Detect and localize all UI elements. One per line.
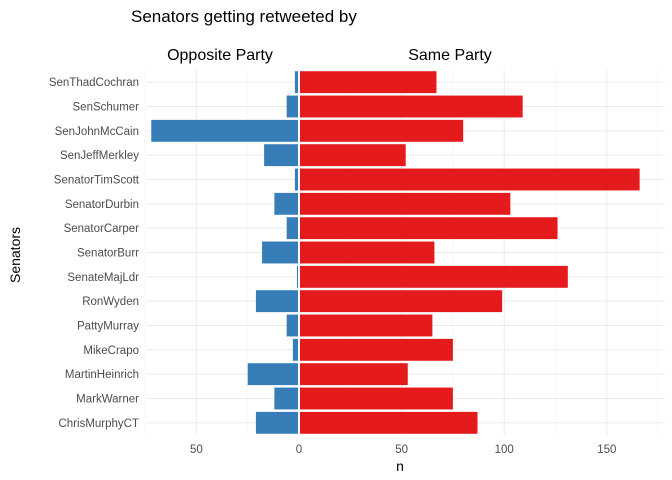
bar-same-party	[299, 192, 511, 215]
bar-same-party	[299, 290, 503, 313]
bar-opposite-party	[255, 411, 299, 434]
x-tick-label: 50	[395, 444, 408, 456]
bar-opposite-party	[286, 217, 299, 240]
y-tick-label: SenateMajLdr	[67, 272, 139, 284]
bar-same-party	[299, 119, 464, 142]
y-tick-label: PattyMurray	[77, 321, 139, 333]
x-tick-label: 0	[296, 444, 302, 456]
y-tick-label: SenThadCochran	[49, 77, 139, 89]
x-tick-label: 100	[495, 444, 514, 456]
bar-same-party	[299, 71, 437, 94]
y-tick-label: MikeCrapo	[83, 345, 139, 357]
bar-opposite-party	[296, 265, 299, 288]
legend-label-same: Same Party	[408, 47, 492, 64]
bar-same-party	[299, 241, 435, 264]
chart-title: Senators getting retweeted by	[131, 7, 357, 26]
bar-opposite-party	[286, 314, 299, 337]
bar-opposite-party	[286, 95, 299, 118]
bars	[151, 71, 640, 434]
bar-same-party	[299, 314, 433, 337]
y-tick-label: SenatorTimScott	[54, 175, 140, 187]
y-axis-label: Senators	[7, 227, 23, 283]
x-axis-label: n	[396, 458, 404, 474]
bar-same-party	[299, 338, 453, 361]
x-tick-labels: 50 0 50 100 150	[190, 444, 616, 456]
y-tick-labels: SenThadCochran SenSchumer SenJohnMcCain Sen…	[49, 77, 140, 430]
bar-opposite-party	[247, 363, 299, 386]
y-tick-label: SenatorCarper	[64, 223, 140, 235]
y-tick-label: SenatorDurbin	[65, 199, 139, 211]
y-tick-label: SenatorBurr	[77, 248, 139, 260]
y-tick-label: SenSchumer	[73, 102, 140, 114]
bar-same-party	[299, 217, 558, 240]
bar-opposite-party	[151, 119, 299, 142]
bar-opposite-party	[274, 192, 299, 215]
legend-label-opposite: Opposite Party	[167, 47, 273, 64]
bar-opposite-party	[274, 387, 299, 410]
bar-same-party	[299, 411, 478, 434]
bar-opposite-party	[294, 168, 299, 191]
bar-opposite-party	[264, 144, 299, 167]
x-tick-label: 50	[190, 444, 203, 456]
y-tick-label: MarkWarner	[76, 394, 139, 406]
x-tick-label: 150	[597, 444, 616, 456]
bar-same-party	[299, 144, 406, 167]
bar-same-party	[299, 95, 523, 118]
bar-same-party	[299, 168, 640, 191]
y-tick-label: RonWyden	[82, 296, 139, 308]
bar-opposite-party	[294, 71, 299, 94]
bar-opposite-party	[262, 241, 299, 264]
bar-same-party	[299, 265, 568, 288]
y-tick-label: ChrisMurphyCT	[58, 418, 139, 430]
bar-opposite-party	[255, 290, 299, 313]
y-tick-label: SenJeffMerkley	[60, 150, 139, 162]
y-tick-label: SenJohnMcCain	[55, 126, 139, 138]
bar-opposite-party	[292, 338, 299, 361]
bar-same-party	[299, 363, 408, 386]
bar-same-party	[299, 387, 453, 410]
y-tick-label: MartinHeinrich	[65, 369, 139, 381]
